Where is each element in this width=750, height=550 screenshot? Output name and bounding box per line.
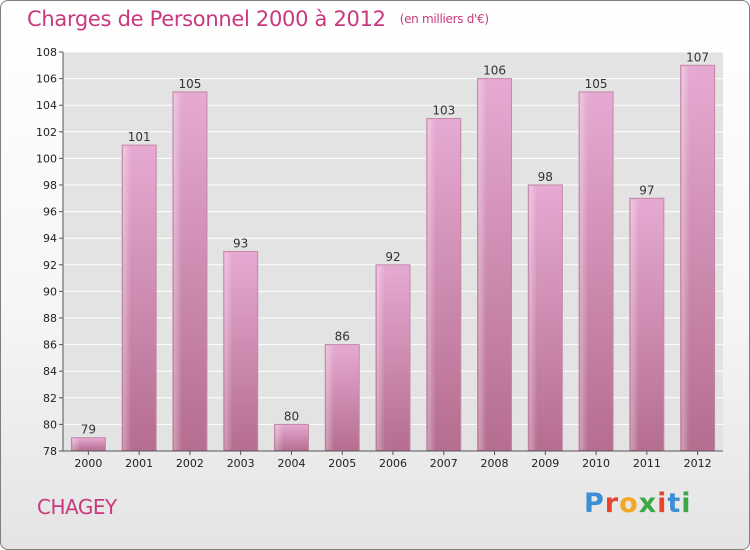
x-tick-label-2007: 2007: [430, 457, 458, 470]
proxiti-logo: Proxiti: [584, 488, 692, 519]
data-label-2003: 93: [233, 237, 248, 251]
x-tick-label-2001: 2001: [125, 457, 153, 470]
bar-highlight: [224, 252, 233, 450]
y-tick-label: 96: [43, 206, 57, 219]
data-label-2000: 79: [81, 423, 96, 437]
y-tick-label: 84: [43, 365, 57, 378]
data-label-2011: 97: [639, 183, 654, 197]
bar-highlight: [630, 199, 639, 450]
y-tick-label: 104: [36, 99, 57, 112]
x-tick-label-2006: 2006: [379, 457, 407, 470]
logo-letter: r: [604, 488, 620, 519]
data-label-2002: 105: [178, 77, 201, 91]
logo-letter: i: [681, 488, 692, 519]
data-label-2005: 86: [335, 330, 350, 344]
x-tick-label-2008: 2008: [481, 457, 509, 470]
y-tick-label: 92: [43, 259, 57, 272]
logo-letter: i: [657, 488, 668, 519]
y-tick-label: 102: [36, 126, 57, 139]
x-tick-label-2011: 2011: [633, 457, 661, 470]
data-label-2001: 101: [128, 130, 151, 144]
y-tick-label: 78: [43, 445, 57, 458]
data-label-2007: 103: [432, 104, 455, 118]
bar-highlight: [427, 119, 436, 450]
y-tick-label: 82: [43, 392, 57, 405]
chart-title: Charges de Personnel 2000 à 2012 (en mill…: [27, 7, 489, 31]
logo-letter: t: [667, 488, 682, 519]
x-axis: 2000 2001 2002 2003 2004 2005 2006 2007 2008 2009…: [63, 450, 723, 470]
bar-highlight: [529, 186, 538, 450]
y-tick-label: 98: [43, 179, 57, 192]
y-tick-label: 80: [43, 418, 57, 431]
logo-letter: x: [638, 488, 658, 519]
y-tick-label: 94: [43, 232, 57, 245]
bar-highlight: [377, 265, 385, 450]
commune-name: CHAGEY: [37, 495, 117, 519]
x-tick-label-2004: 2004: [277, 457, 305, 470]
y-tick-label: 108: [36, 46, 57, 59]
data-label-2010: 105: [585, 77, 608, 91]
x-tick-label-2002: 2002: [176, 457, 204, 470]
data-label-2004: 80: [284, 409, 299, 423]
data-label-2008: 106: [483, 64, 506, 78]
y-axis: 78 80 82 84 86 88 90 92 94 96 98 100 102 104 106 108: [36, 46, 64, 458]
logo-letter: o: [619, 488, 639, 519]
y-tick-label: 100: [36, 152, 57, 165]
bar-highlight: [478, 79, 487, 450]
x-tick-label-2010: 2010: [582, 457, 610, 470]
chart-subtitle: (en milliers d'€): [399, 12, 489, 26]
bar-highlight: [275, 425, 284, 450]
bars-group: 79 101 105 93 80 86 92 103 106 98 105 97 107: [70, 50, 716, 452]
bar-highlight: [326, 345, 335, 450]
y-tick-label: 90: [43, 285, 57, 298]
bar-highlight: [72, 438, 81, 450]
x-tick-label-2000: 2000: [74, 457, 102, 470]
bar-highlight: [123, 146, 132, 450]
logo-letter: P: [584, 488, 605, 519]
x-tick-label-2005: 2005: [328, 457, 356, 470]
x-tick-label-2009: 2009: [531, 457, 559, 470]
data-label-2012: 107: [686, 50, 709, 64]
chart-title-text: Charges de Personnel 2000 à 2012: [27, 7, 386, 31]
y-tick-label: 106: [36, 73, 57, 86]
y-tick-label: 86: [43, 339, 57, 352]
data-label-2009: 98: [538, 170, 553, 184]
bar-highlight: [681, 66, 690, 451]
y-tick-label: 88: [43, 312, 57, 325]
x-tick-label-2003: 2003: [227, 457, 255, 470]
data-label-2006: 92: [385, 250, 400, 264]
x-tick-label-2012: 2012: [684, 457, 712, 470]
bar-highlight: [173, 92, 182, 451]
bar-highlight: [580, 92, 589, 451]
